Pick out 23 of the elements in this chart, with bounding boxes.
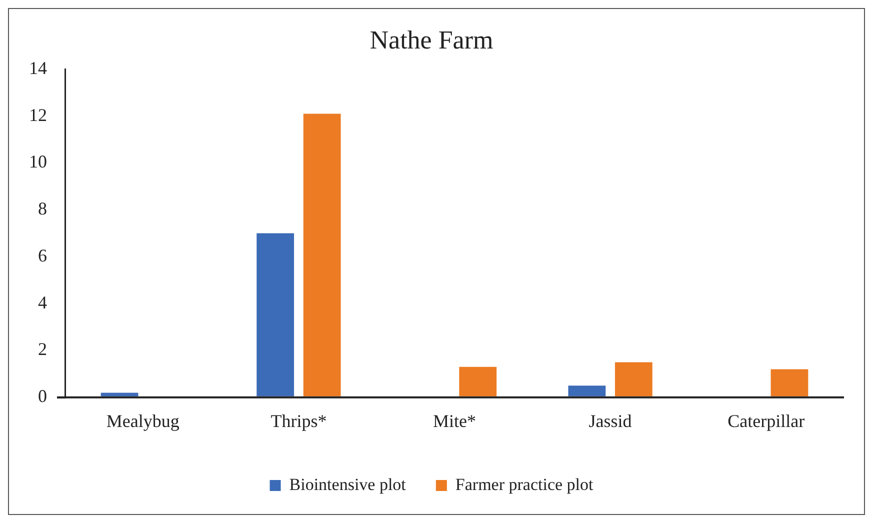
legend-label: Farmer practice plot <box>455 474 594 494</box>
bar <box>100 392 138 396</box>
y-tick-label: 10 <box>29 152 47 172</box>
bar <box>256 233 294 396</box>
y-tick-label: 14 <box>29 58 47 78</box>
bar <box>568 386 606 396</box>
bar <box>614 362 652 396</box>
chart-title: Nathe Farm <box>370 25 494 54</box>
x-tick-label: Mealybug <box>106 410 180 431</box>
y-tick-label: 8 <box>38 198 47 219</box>
y-tick-label: 0 <box>38 386 47 406</box>
bar <box>459 366 497 396</box>
y-tick-label: 4 <box>38 292 47 312</box>
x-tick-label: Thrips* <box>270 410 327 431</box>
legend-label: Biointensive plot <box>289 474 406 494</box>
x-tick-label: Jassid <box>588 410 632 431</box>
bar <box>303 114 341 396</box>
bar <box>770 369 808 396</box>
x-tick-label: Mite* <box>433 410 476 431</box>
y-tick-label: 2 <box>38 339 47 360</box>
x-tick-label: Caterpillar <box>728 410 805 431</box>
y-tick-label: 6 <box>38 245 47 266</box>
y-tick-label: 12 <box>29 104 47 125</box>
